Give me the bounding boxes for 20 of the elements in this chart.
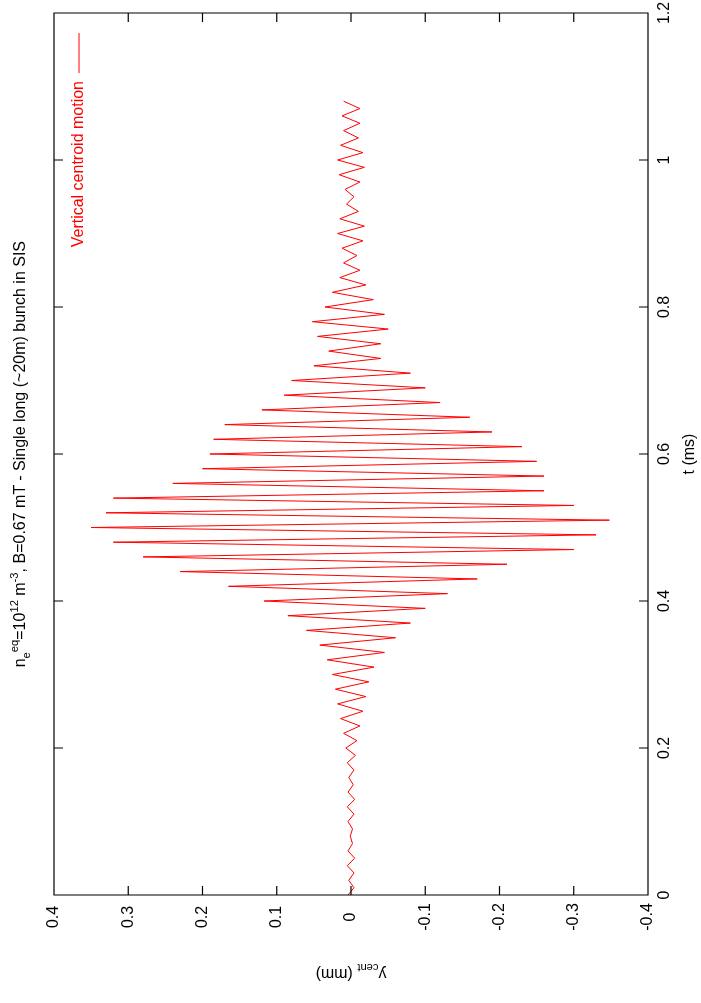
y-tick-label: 0.4 [655, 589, 673, 613]
x-tick-label: 0.2 [192, 905, 210, 929]
y-tick-label: 0.6 [655, 442, 673, 466]
text: Vertical centroid motion [69, 80, 87, 248]
x-tick-label: -0.4 [638, 903, 656, 931]
y-tick-label: 0.8 [655, 295, 673, 319]
y-tick-label: 1.2 [655, 1, 673, 25]
y-tick-label: 0.2 [655, 736, 673, 760]
y-tick-label: 0 [655, 890, 673, 900]
x-tick-label: -0.1 [415, 903, 433, 931]
y-tick-label: 1 [655, 155, 673, 165]
x-tick-label: 0.4 [44, 905, 62, 929]
x-tick-label: -0.3 [564, 903, 582, 931]
y-axis-title: t (ms) [680, 433, 698, 475]
text: neeq=1012 m-3, B=0.67 mT - Single long (~20m) bunch in SIS [7, 240, 33, 668]
x-axis-title: ycent (mm) [315, 961, 387, 983]
x-tick-label: 0.1 [267, 905, 285, 929]
x-tick-label: 0.3 [118, 905, 136, 929]
x-tick-label: -0.2 [489, 903, 507, 931]
x-tick-label: 0 [341, 912, 359, 922]
